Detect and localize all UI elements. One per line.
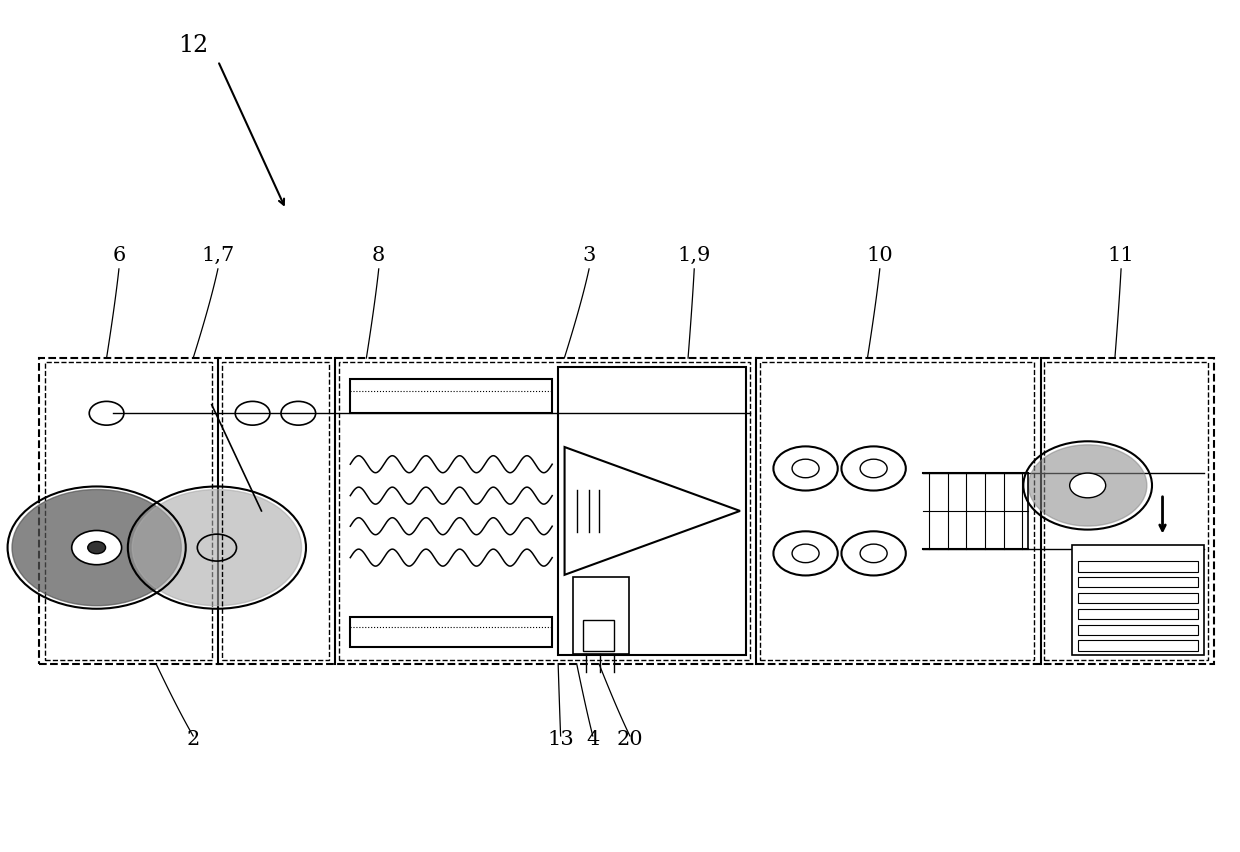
Bar (558, 366, 746, 655)
Bar (1078, 577, 1198, 588)
Bar (1071, 545, 1204, 655)
Bar (760, 362, 1034, 659)
Bar (1078, 593, 1198, 603)
Circle shape (12, 490, 181, 606)
Text: 1,9: 1,9 (677, 245, 711, 265)
Text: 20: 20 (616, 729, 644, 749)
Bar (1078, 561, 1198, 572)
Text: 11: 11 (1107, 245, 1135, 265)
Bar (222, 362, 330, 659)
Circle shape (72, 531, 122, 565)
Bar (1078, 625, 1198, 635)
Bar (573, 577, 629, 653)
Bar (583, 620, 614, 651)
Circle shape (1070, 473, 1106, 498)
Circle shape (1028, 445, 1147, 526)
Bar (350, 617, 552, 647)
Text: 2: 2 (186, 729, 200, 749)
Text: 8: 8 (372, 245, 386, 265)
Text: 1,7: 1,7 (201, 245, 234, 265)
Bar (350, 379, 552, 413)
Text: 4: 4 (587, 729, 599, 749)
Text: 13: 13 (547, 729, 574, 749)
Bar (38, 358, 1214, 664)
Circle shape (88, 542, 105, 554)
Text: 10: 10 (867, 245, 893, 265)
Bar (45, 362, 212, 659)
Circle shape (133, 490, 301, 606)
Bar (1044, 362, 1208, 659)
Bar (1078, 609, 1198, 619)
Text: 6: 6 (113, 245, 125, 265)
Text: 3: 3 (583, 245, 595, 265)
Bar (340, 362, 750, 659)
Bar (1078, 641, 1198, 651)
Text: 12: 12 (179, 33, 208, 56)
